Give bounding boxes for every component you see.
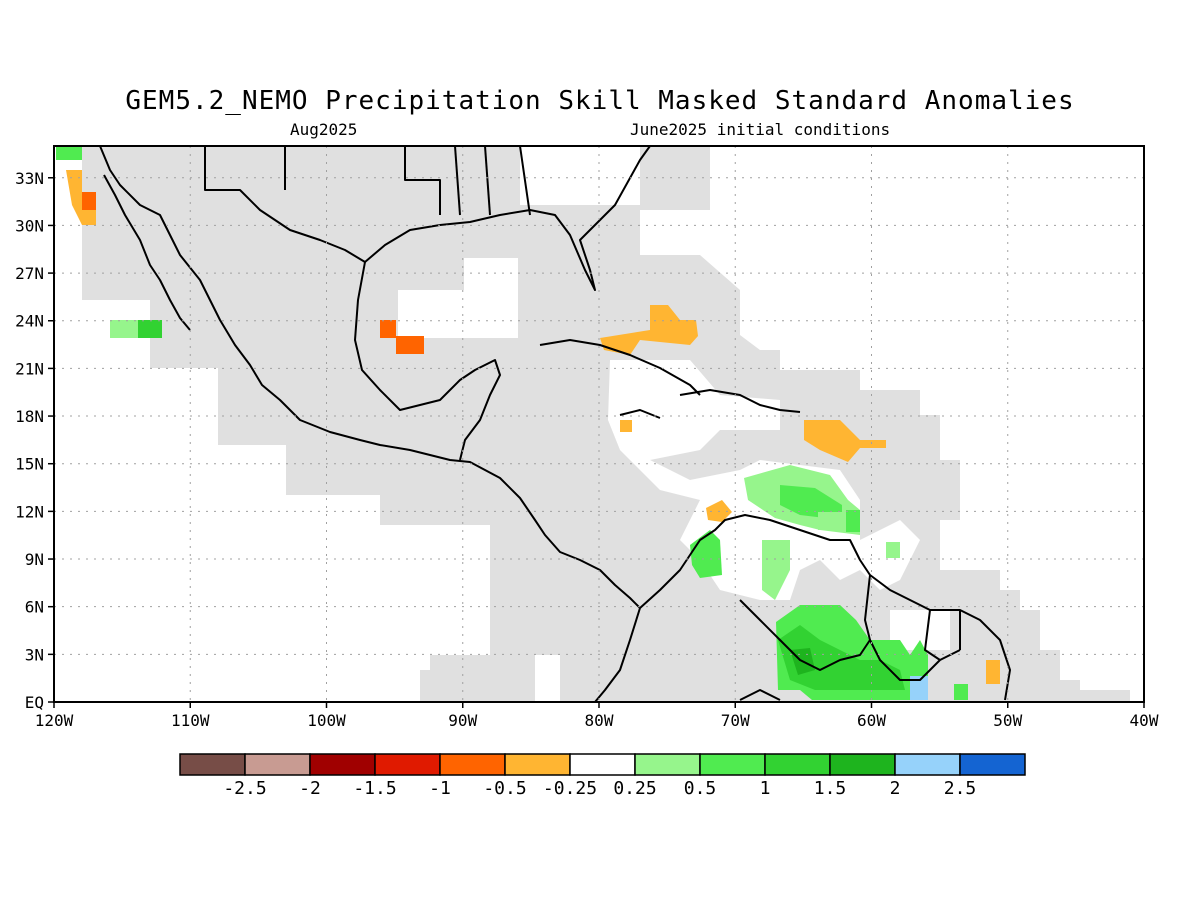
colorbar [179, 753, 1026, 776]
negative-anomalies [66, 170, 1000, 684]
colorbar-label: 0.5 [684, 778, 717, 799]
lat-label: 27N [15, 264, 44, 283]
lon-label: 40W [1130, 711, 1159, 730]
lon-label: 70W [721, 711, 750, 730]
map-title: GEM5.2_NEMO Precipitation Skill Masked S… [125, 86, 1075, 116]
lat-label: 6N [25, 598, 44, 617]
lon-label: 50W [993, 711, 1022, 730]
positive-anomalies [56, 146, 968, 700]
lat-label: 12N [15, 502, 44, 521]
colorbar-label: -2.5 [223, 778, 266, 799]
lat-label: 33N [15, 169, 44, 188]
lat-label: 30N [15, 216, 44, 235]
lat-label: 24N [15, 312, 44, 331]
longitude-labels: 120W 110W 100W 90W 80W 70W 60W 50W 40W [35, 702, 1159, 730]
latitude-labels: 33N 30N 27N 24N 21N 18N 15N 12N 9N 6N 3N EQ [15, 169, 54, 712]
colorbar-swatch [894, 753, 961, 776]
colorbar-swatch [439, 753, 506, 776]
lon-label: 100W [307, 711, 346, 730]
forecast-month: Aug2025 [290, 120, 358, 139]
colorbar-label: -2 [299, 778, 321, 799]
colorbar-swatch [634, 753, 701, 776]
lat-label: 3N [25, 645, 44, 664]
colorbar-labels: -2.5 -2 -1.5 -1 -0.5 -0.25 0.25 0.5 1 1.5 2 2.5 [223, 778, 976, 799]
gridlines [54, 146, 1144, 702]
colorbar-label: 2 [890, 778, 901, 799]
colorbar-label: 1.5 [814, 778, 847, 799]
lat-label: 21N [15, 359, 44, 378]
colorbar-label: 2.5 [944, 778, 977, 799]
lon-label: 60W [857, 711, 886, 730]
lat-label: 15N [15, 455, 44, 474]
colorbar-swatch [244, 753, 311, 776]
colorbar-swatch [764, 753, 831, 776]
skill-mask [82, 146, 1130, 702]
colorbar-swatch [179, 753, 246, 776]
colorbar-swatch [569, 753, 636, 776]
colorbar-swatch [374, 753, 441, 776]
colorbar-swatch [829, 753, 896, 776]
colorbar-label: -1 [429, 778, 451, 799]
colorbar-label: -1.5 [353, 778, 396, 799]
lon-label: 80W [585, 711, 614, 730]
colorbar-label: 1 [760, 778, 771, 799]
colorbar-swatch [504, 753, 571, 776]
colorbar-label: 0.25 [613, 778, 656, 799]
lon-label: 90W [448, 711, 477, 730]
lon-label: 120W [35, 711, 74, 730]
lon-label: 110W [171, 711, 210, 730]
initial-conditions: June2025 initial conditions [630, 120, 891, 139]
lat-label: EQ [25, 693, 44, 712]
colorbar-swatch [699, 753, 766, 776]
lat-label: 18N [15, 407, 44, 426]
colorbar-swatch [309, 753, 376, 776]
colorbar-swatch [959, 753, 1026, 776]
coastlines [99, 145, 1011, 703]
colorbar-label: -0.25 [543, 778, 597, 799]
lat-label: 9N [25, 550, 44, 569]
colorbar-label: -0.5 [483, 778, 526, 799]
